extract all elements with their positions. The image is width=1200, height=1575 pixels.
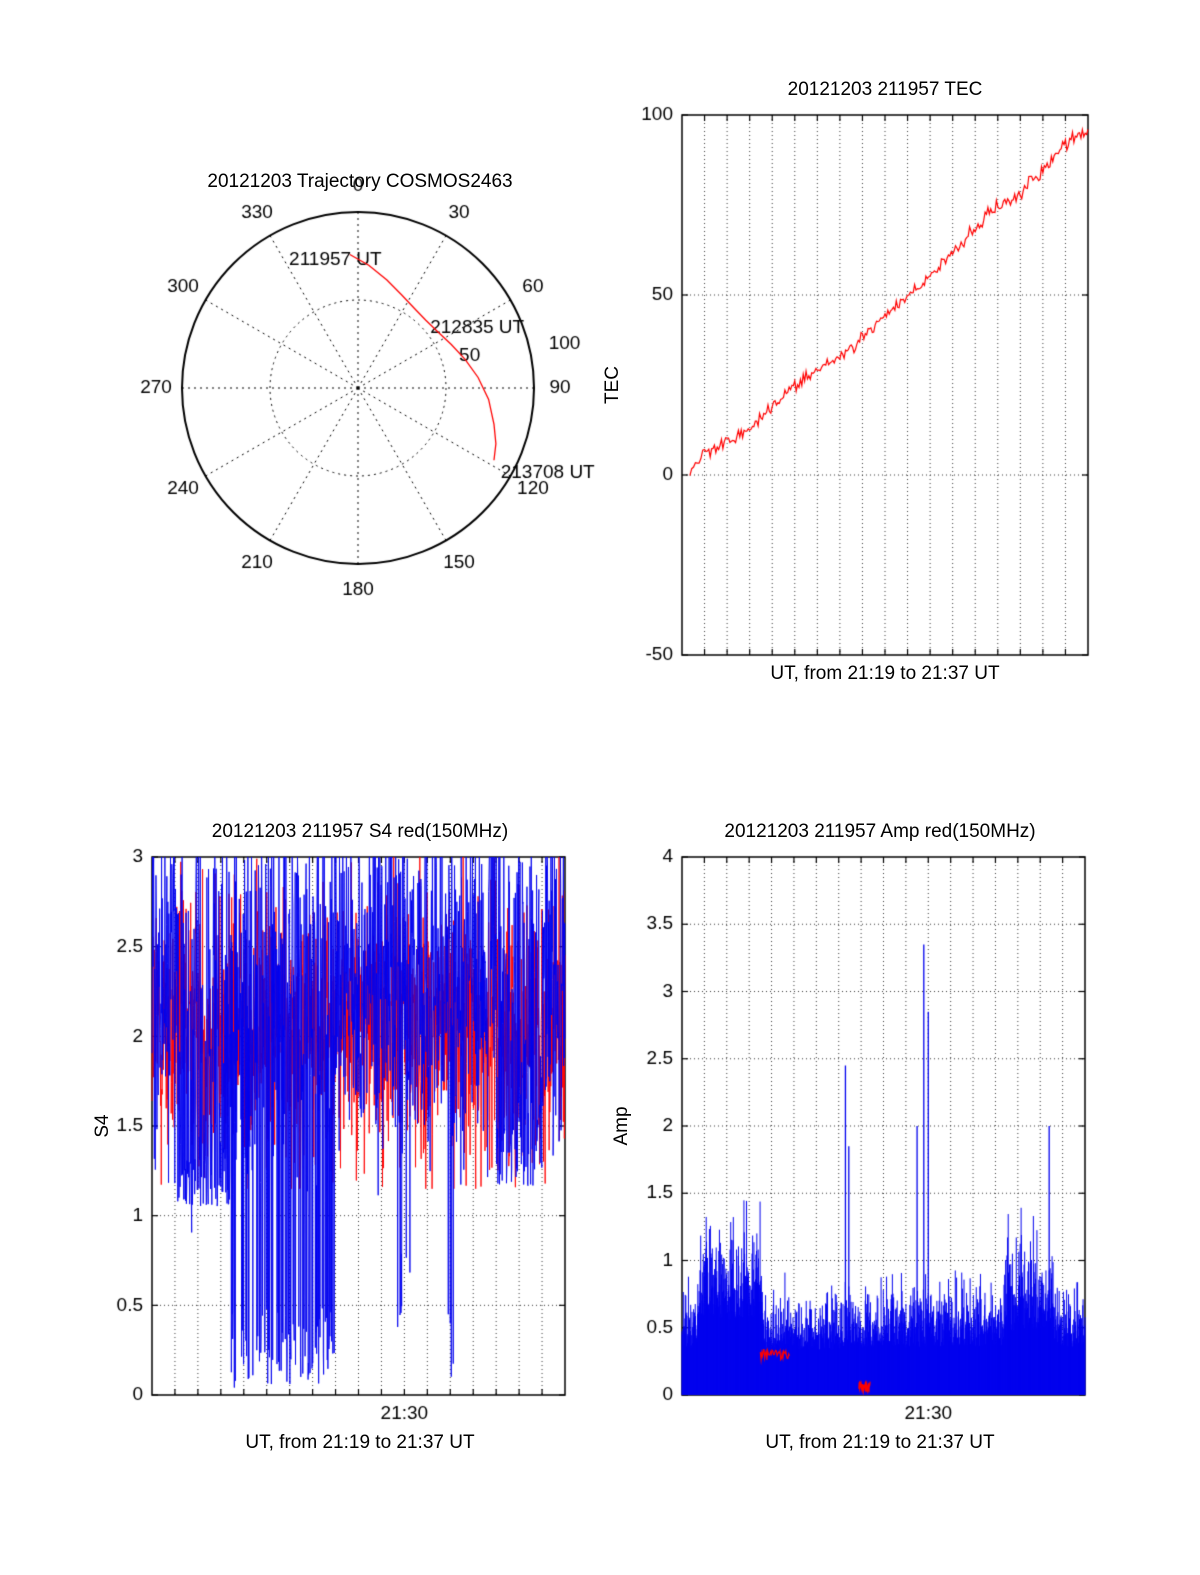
- tec-line-plot: [600, 80, 1160, 720]
- amp-y-axis-label: Amp: [611, 1106, 632, 1146]
- tec-y-axis-label: TEC: [602, 366, 623, 404]
- tec-title: 20121203 211957 TEC: [787, 79, 983, 100]
- amp-stem-plot: [600, 820, 1160, 1450]
- s4-title: 20121203 211957 S4 red(150MHz): [211, 821, 509, 842]
- amp-x-axis-label: UT, from 21:19 to 21:37 UT: [765, 1432, 995, 1453]
- s4-noise-plot: [80, 820, 620, 1450]
- trajectory-polar-plot: [100, 150, 640, 630]
- trajectory-title: 20121203 Trajectory COSMOS2463: [207, 171, 513, 192]
- tec-x-axis-label: UT, from 21:19 to 21:37 UT: [770, 663, 1000, 684]
- amp-title: 20121203 211957 Amp red(150MHz): [724, 821, 1036, 842]
- s4-y-axis-label: S4: [92, 1114, 113, 1138]
- s4-x-axis-label: UT, from 21:19 to 21:37 UT: [245, 1432, 475, 1453]
